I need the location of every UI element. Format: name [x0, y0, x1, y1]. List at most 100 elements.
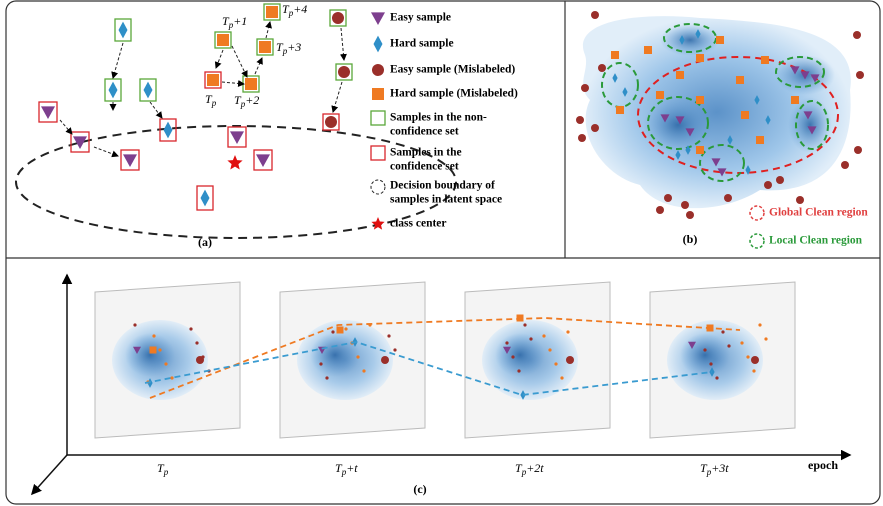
easy-mislabeled — [338, 66, 350, 78]
easy-sample — [256, 154, 270, 167]
hard-mislabeled — [696, 96, 704, 104]
text-part: T — [157, 461, 165, 475]
point — [529, 337, 533, 341]
point — [542, 334, 546, 338]
text-part: T — [222, 14, 230, 28]
point — [715, 376, 719, 380]
arrow — [149, 101, 163, 119]
text-part: p — [288, 8, 294, 18]
point — [758, 323, 762, 327]
text-part: T — [700, 461, 708, 475]
legend-text: samples in latent space — [390, 194, 502, 206]
arrow — [93, 146, 119, 158]
point — [505, 341, 509, 345]
point — [523, 323, 527, 327]
hard-sample — [695, 29, 701, 39]
point — [152, 334, 156, 338]
text-part: p — [521, 467, 527, 477]
set-box — [70, 131, 90, 153]
point — [740, 341, 744, 345]
hard-sample — [765, 115, 771, 125]
hard-sample — [143, 81, 153, 99]
hard-mislabeled — [716, 36, 724, 44]
easy-mislabeled — [856, 71, 864, 79]
easy-mislabeled — [686, 211, 694, 219]
legend-text: confidence set — [390, 161, 459, 173]
step-label: Tp — [205, 92, 217, 108]
set-box — [104, 78, 122, 102]
point — [566, 330, 570, 334]
step-label: Tp+3 — [276, 40, 301, 56]
hard-sample — [679, 35, 685, 45]
class-center — [371, 217, 385, 230]
easy-mislabeled — [796, 196, 804, 204]
hard-sample — [118, 21, 128, 39]
decision-boundary — [15, 125, 457, 239]
frames — [5, 0, 881, 505]
set-box — [196, 185, 214, 211]
hard-mislabeled — [696, 146, 704, 154]
panel-c — [30, 273, 852, 496]
point — [164, 362, 168, 366]
legend-text: Samples in the non- — [390, 112, 487, 124]
point — [727, 344, 731, 348]
easy-mislabeled — [854, 146, 862, 154]
text-part: +2t — [526, 461, 544, 475]
easy-sample — [717, 168, 727, 177]
easy-mislabeled — [664, 194, 672, 202]
point — [746, 355, 750, 359]
point — [548, 348, 552, 352]
hard-sample — [745, 165, 751, 175]
text-part: p — [163, 467, 169, 477]
legend-text: Decision boundary of — [390, 180, 495, 192]
arrow — [231, 45, 248, 78]
hard-sample — [754, 95, 760, 105]
easy-mislabeled — [751, 356, 759, 364]
point — [752, 369, 756, 373]
hard-sample — [612, 73, 618, 83]
text-part: +t — [346, 461, 358, 475]
hard-mislabeled — [656, 91, 664, 99]
hard-sample — [147, 378, 153, 388]
point — [709, 362, 713, 366]
hard-mislabeled — [616, 106, 624, 114]
set-box — [370, 145, 386, 161]
easy-mislabeled — [853, 31, 861, 39]
hard-mislabeled — [791, 96, 799, 104]
easy-mislabeled — [598, 64, 606, 72]
set-box — [256, 38, 274, 56]
hard-mislabeled — [266, 6, 278, 18]
point — [393, 348, 397, 352]
easy-sample — [685, 128, 695, 137]
point — [703, 348, 707, 352]
point — [721, 330, 725, 334]
class-center — [227, 155, 243, 170]
legend-text: Easy sample — [390, 12, 451, 24]
hard-mislabeled — [756, 136, 764, 144]
density — [680, 333, 730, 377]
point — [517, 369, 521, 373]
easy-mislabeled — [381, 356, 389, 364]
legend-text: Easy sample (Mislabeled) — [390, 64, 515, 76]
easy-sample — [800, 71, 810, 80]
arrow — [265, 21, 272, 39]
easy-mislabeled — [841, 161, 849, 169]
set-box — [120, 149, 140, 171]
text-part: T — [205, 92, 213, 106]
point — [319, 362, 323, 366]
easy-mislabeled — [776, 176, 784, 184]
text-part: p — [706, 467, 712, 477]
text-part: p — [341, 467, 347, 477]
point — [170, 376, 174, 380]
text-part: p — [240, 99, 246, 109]
legend-text: Samples in the — [390, 147, 462, 159]
hard-sample — [622, 87, 628, 97]
set-box — [329, 9, 347, 27]
easy-sample — [790, 66, 800, 75]
easy-sample — [675, 116, 685, 125]
caption: (c) — [413, 482, 426, 496]
legend-region — [749, 205, 765, 221]
point — [344, 327, 348, 331]
hard-mislabeled — [736, 76, 744, 84]
